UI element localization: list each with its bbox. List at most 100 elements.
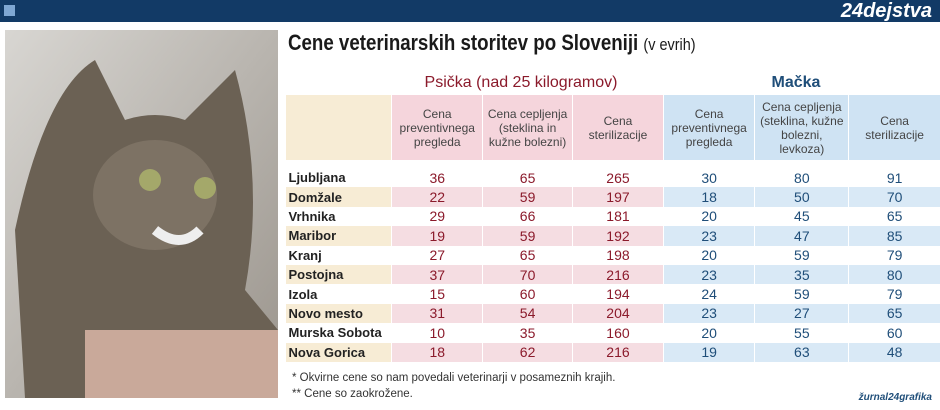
price-cell: 216 <box>572 342 664 362</box>
price-cell: 216 <box>572 264 664 285</box>
credit: žurnal24grafika <box>858 392 932 403</box>
price-cell: 59 <box>482 226 573 246</box>
price-cell: 18 <box>662 187 755 207</box>
price-cell: 35 <box>754 264 849 285</box>
price-cell: 70 <box>482 264 573 285</box>
price-cell: 36 <box>391 168 483 188</box>
table-row: Maribor 19 59 192 23 47 85 <box>285 226 940 246</box>
table-row: Vrhnika 29 66 181 20 45 65 <box>286 206 940 227</box>
price-cell: 27 <box>391 245 483 265</box>
price-cell: 20 <box>662 245 755 265</box>
table-row: Murska Sobota 10 35 160 20 55 60 <box>286 323 940 343</box>
header-row: Cena preventivnega pregleda Cena cepljenj… <box>284 95 940 160</box>
price-cell: 31 <box>391 303 483 324</box>
price-cell: 19 <box>391 226 483 246</box>
row-label: Nova Gorica <box>285 342 392 362</box>
price-cell: 192 <box>572 226 664 246</box>
price-cell: 59 <box>754 284 849 304</box>
group-header: Mačka <box>771 74 821 91</box>
price-cell: 204 <box>572 303 664 324</box>
table-row: Ljubljana 36 65 265 30 80 91 <box>286 168 940 188</box>
title-text: Cene veterinarskih storitev po Sloveniji <box>288 30 639 55</box>
price-cell: 80 <box>754 168 849 188</box>
price-cell: 65 <box>848 206 940 227</box>
price-cell: 48 <box>848 342 940 362</box>
price-cell: 59 <box>482 187 573 207</box>
row-label: Vrhnika <box>288 208 336 224</box>
price-cell: 62 <box>482 342 573 362</box>
row-label: Kranj <box>288 247 322 263</box>
price-cell: 37 <box>391 264 483 285</box>
price-cell: 60 <box>482 284 573 304</box>
price-cell: 47 <box>754 226 849 246</box>
footnote: ** Cene so zaokrožene. <box>292 388 413 400</box>
price-cell: 23 <box>662 303 755 324</box>
footnote: * Okvirne cene so nam povedali veterinar… <box>292 372 616 384</box>
logo: 24dejstva <box>840 0 932 22</box>
price-cell: 63 <box>754 342 849 362</box>
column-header: Cena sterilizacije <box>848 95 940 160</box>
price-cell: 65 <box>482 245 573 265</box>
table-row: Kranj 27 65 198 20 59 79 <box>286 245 940 265</box>
price-cell: 181 <box>572 206 664 227</box>
price-cell: 55 <box>754 323 849 343</box>
price-cell: 35 <box>482 323 573 343</box>
row-label: Postojna <box>285 264 392 285</box>
price-cell: 65 <box>848 303 940 324</box>
row-label: Domžale <box>285 187 392 207</box>
price-cell: 198 <box>572 245 664 265</box>
price-cell: 23 <box>662 226 755 246</box>
price-cell: 80 <box>848 264 940 285</box>
price-cell: 20 <box>662 323 755 343</box>
column-header: Cena preventivnega pregleda <box>391 95 483 160</box>
row-label: Murska Sobota <box>288 325 382 341</box>
price-cell: 60 <box>848 323 940 343</box>
price-cell: 23 <box>662 264 755 285</box>
price-cell: 10 <box>391 323 483 343</box>
price-cell: 15 <box>391 284 483 304</box>
top-bar: 24dejstva <box>0 0 940 22</box>
row-label: Novo mesto <box>285 303 392 324</box>
cat-photo <box>5 30 278 398</box>
row-label: Maribor <box>285 226 392 246</box>
table-row: Izola 15 60 194 24 59 79 <box>286 284 940 304</box>
price-cell: 85 <box>848 226 940 246</box>
price-cell: 19 <box>662 342 755 362</box>
table-row: Nova Gorica 18 62 216 19 63 48 <box>285 342 940 362</box>
column-header: Cena sterilizacije <box>572 95 664 160</box>
price-cell: 91 <box>848 168 940 188</box>
price-cell: 29 <box>391 206 483 227</box>
column-header: Cena cepljenja (steklina in kužne bolezn… <box>482 95 573 160</box>
header-cell <box>284 95 392 160</box>
price-cell: 24 <box>662 284 755 304</box>
price-cell: 30 <box>662 168 755 188</box>
price-cell: 194 <box>572 284 664 304</box>
column-header: Cena cepljenja (steklina, kužne bolezni,… <box>754 95 849 160</box>
price-cell: 27 <box>754 303 849 324</box>
table-row: Postojna 37 70 216 23 35 80 <box>285 264 940 285</box>
price-table: Cena preventivnega pregleda Cena cepljenj… <box>284 95 940 362</box>
price-cell: 66 <box>482 206 573 227</box>
price-cell: 79 <box>848 245 940 265</box>
price-cell: 160 <box>572 323 664 343</box>
price-cell: 197 <box>572 187 664 207</box>
price-cell: 265 <box>572 168 664 188</box>
row-label: Izola <box>288 286 318 302</box>
group-header: Psička (nad 25 kilogramov) <box>424 74 618 91</box>
price-cell: 50 <box>754 187 849 207</box>
icon <box>4 5 15 16</box>
price-cell: 18 <box>391 342 483 362</box>
column-header: Cena preventivnega pregleda <box>662 95 755 160</box>
price-cell: 65 <box>482 168 573 188</box>
table-row: Novo mesto 31 54 204 23 27 65 <box>285 303 940 324</box>
title: Cene veterinarskih storitev po Sloveniji… <box>288 30 696 56</box>
price-cell: 59 <box>754 245 849 265</box>
table-row: Domžale 22 59 197 18 50 70 <box>285 187 940 207</box>
price-cell: 54 <box>482 303 573 324</box>
price-cell: 20 <box>662 206 755 227</box>
title-note: (v evrih) <box>643 35 696 54</box>
price-cell: 70 <box>848 187 940 207</box>
price-cell: 22 <box>391 187 483 207</box>
row-label: Ljubljana <box>288 170 346 186</box>
